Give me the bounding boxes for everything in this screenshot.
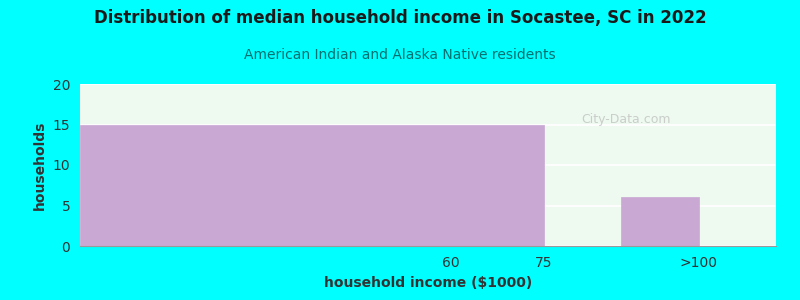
X-axis label: household income ($1000): household income ($1000) [324,276,532,290]
Text: Distribution of median household income in Socastee, SC in 2022: Distribution of median household income … [94,9,706,27]
Text: American Indian and Alaska Native residents: American Indian and Alaska Native reside… [244,48,556,62]
Y-axis label: households: households [33,120,47,210]
Text: City-Data.com: City-Data.com [581,113,670,126]
Bar [80,124,544,246]
Bar [622,197,698,246]
